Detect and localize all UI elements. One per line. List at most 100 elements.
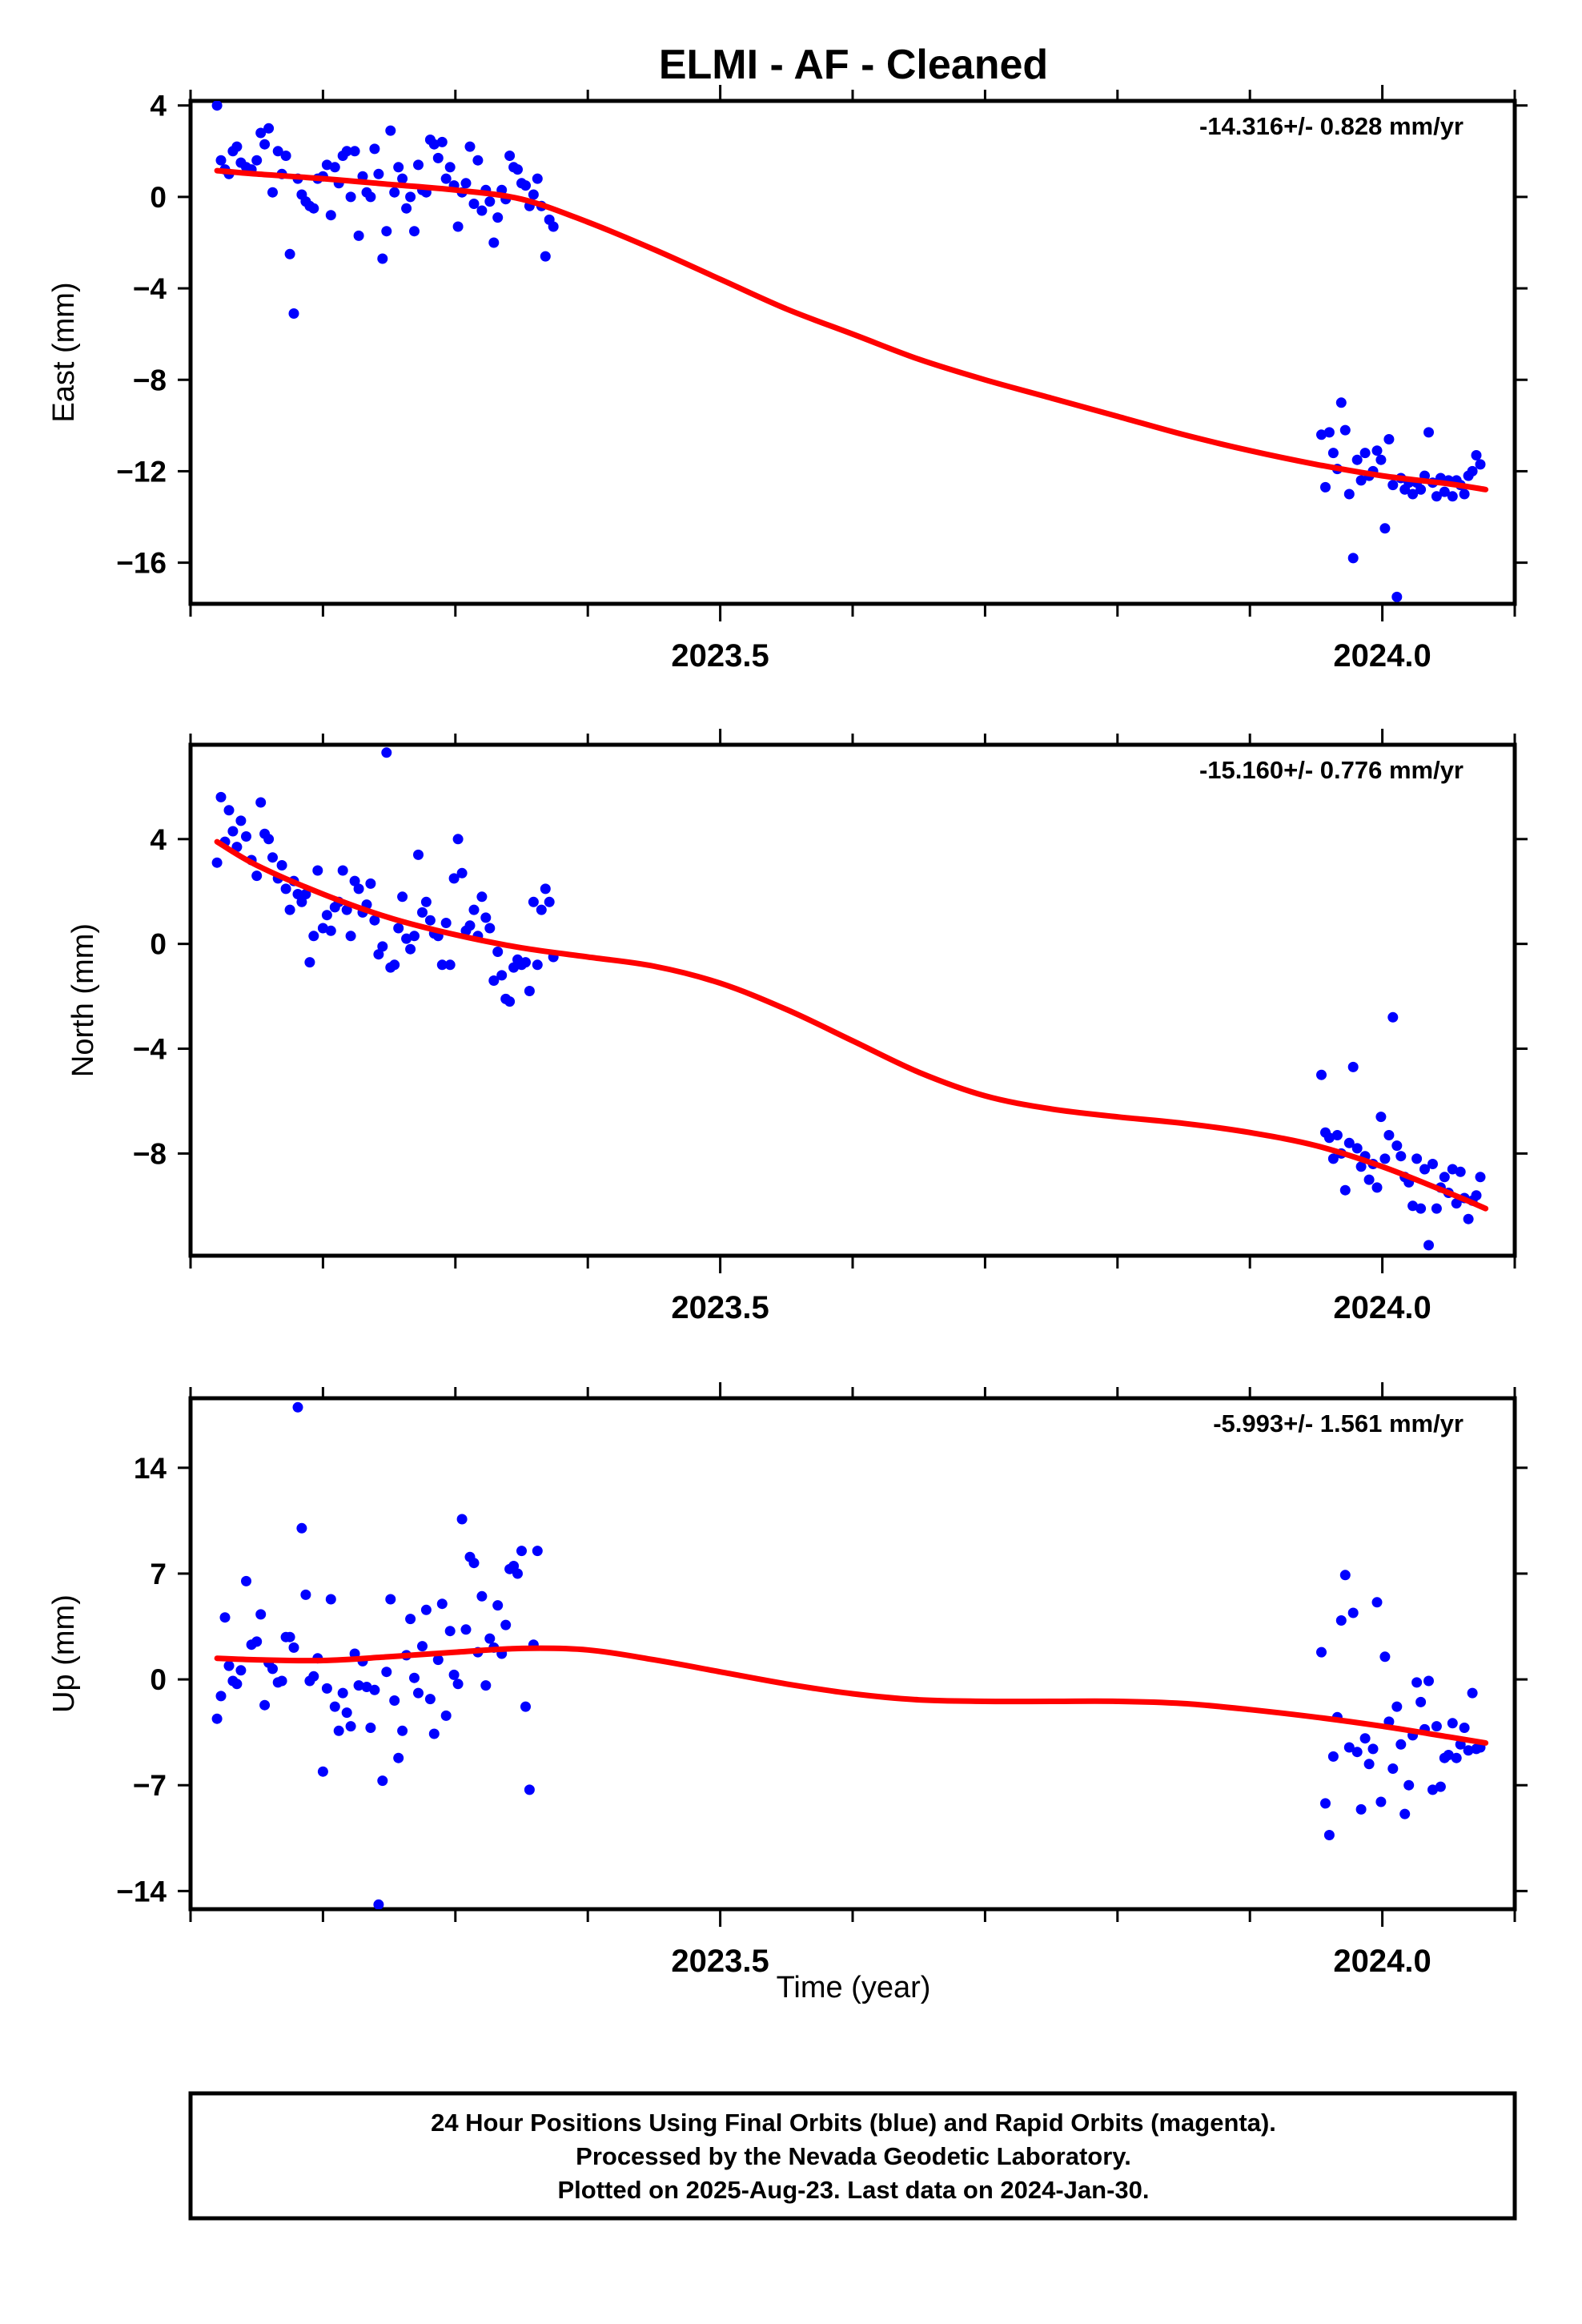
up-data-point [300,1589,311,1600]
east-data-point [211,101,223,111]
up-data-point [532,1546,543,1557]
north-data-point [369,915,380,926]
up-data-point [369,1684,380,1695]
up-data-point [1355,1803,1367,1815]
north-y-axis-title: North (mm) [66,923,100,1077]
north-y-tick-label: 4 [150,823,167,856]
up-data-point [1387,1763,1399,1774]
up-data-point [452,1679,464,1690]
up-data-point [448,1669,460,1680]
north-data-point [341,904,352,915]
north-data-point [480,912,492,923]
east-data-point [1339,424,1351,436]
east-data-point [413,159,424,171]
up-data-point [520,1701,531,1712]
up-panel: 14 7 0 −7 −14 2023.5 2024.0 Up (mm) -5.993+/- 1.… [47,1382,1528,1979]
east-data-point [460,178,472,189]
up-data-point [361,1682,372,1692]
east-data-point [1459,489,1470,500]
up-data-point [1320,1798,1331,1809]
up-data-point [211,1713,223,1724]
up-data-point [516,1546,527,1557]
north-data-point [365,878,376,889]
up-data-point [321,1683,332,1694]
north-rate-label: -15.160+/- 0.776 mm/yr [1199,756,1464,784]
north-data-point [401,933,412,944]
up-data-point [468,1558,480,1569]
up-data-point [1399,1808,1411,1819]
east-data-point [548,221,559,232]
up-data-point [241,1575,251,1586]
north-data-point [524,986,535,996]
north-data-point [528,896,539,907]
up-data-point [440,1710,452,1721]
north-data-point [1391,1140,1403,1152]
north-data-point [476,891,488,903]
east-data-point [440,173,452,184]
up-data-point [1359,1733,1371,1744]
north-data-point [223,805,235,816]
east-data-point [255,127,267,139]
up-data-point [389,1695,400,1706]
north-data-point [325,925,336,936]
up-rate-label: -5.993+/- 1.561 mm/yr [1213,1409,1464,1437]
up-data-point [1451,1752,1462,1763]
north-panel: 4 0 −4 −8 2023.5 2024.0 North (mm) -15.160+/- 0… [66,729,1528,1325]
north-data-point [280,883,291,895]
north-data-point [413,849,424,860]
up-data-point [424,1694,436,1705]
north-data-point [440,918,452,928]
up-data-point [1395,1739,1407,1750]
up-data-layer [211,1401,1489,1909]
east-data-point [428,139,440,150]
east-data-point [280,151,291,161]
up-data-point [267,1663,278,1675]
up-y-tick-label: −14 [116,1875,167,1908]
north-data-point [1423,1240,1434,1251]
east-data-point [329,162,340,173]
east-data-point [377,253,388,264]
east-data-point [373,168,384,179]
up-data-point [1403,1779,1415,1791]
up-data-point [1367,1743,1379,1755]
up-data-point [231,1679,243,1690]
north-data-point [373,949,384,960]
north-data-point [393,923,404,934]
up-data-point [333,1725,344,1736]
north-data-point [312,865,323,876]
east-data-point [1467,465,1478,476]
north-data-point [1415,1203,1427,1214]
east-data-layer [211,101,1489,602]
north-data-point [496,970,508,981]
north-data-point [300,889,311,899]
east-data-point [528,189,539,200]
east-data-point [1475,459,1486,470]
north-data-point [317,923,328,934]
up-data-point [255,1609,267,1620]
north-data-point [536,904,547,915]
north-data-point [484,923,496,934]
east-data-point [532,173,543,184]
north-data-point [276,860,287,870]
north-data-point [1327,1153,1339,1164]
north-data-point [263,834,275,845]
up-data-point [1327,1751,1339,1762]
up-data-point [284,1631,295,1642]
north-data-point [1331,1130,1343,1140]
up-data-point [288,1642,299,1653]
east-data-point [369,143,380,155]
x-axis-title: Time (year) [777,1971,931,2004]
up-data-point [524,1784,535,1795]
east-data-point [325,210,336,221]
north-data-point [1323,1132,1335,1144]
north-x-tick-label: 2024.0 [1333,1290,1431,1325]
east-x-tick-label: 2024.0 [1333,638,1431,673]
north-data-point [227,826,239,837]
north-y-tick-label: −4 [133,1033,167,1066]
east-data-point [1391,591,1403,602]
north-data-point [468,904,480,915]
north-data-point [540,883,551,895]
east-data-point [512,164,523,175]
east-y-axis-title: East (mm) [47,282,81,422]
north-data-point [377,941,388,952]
